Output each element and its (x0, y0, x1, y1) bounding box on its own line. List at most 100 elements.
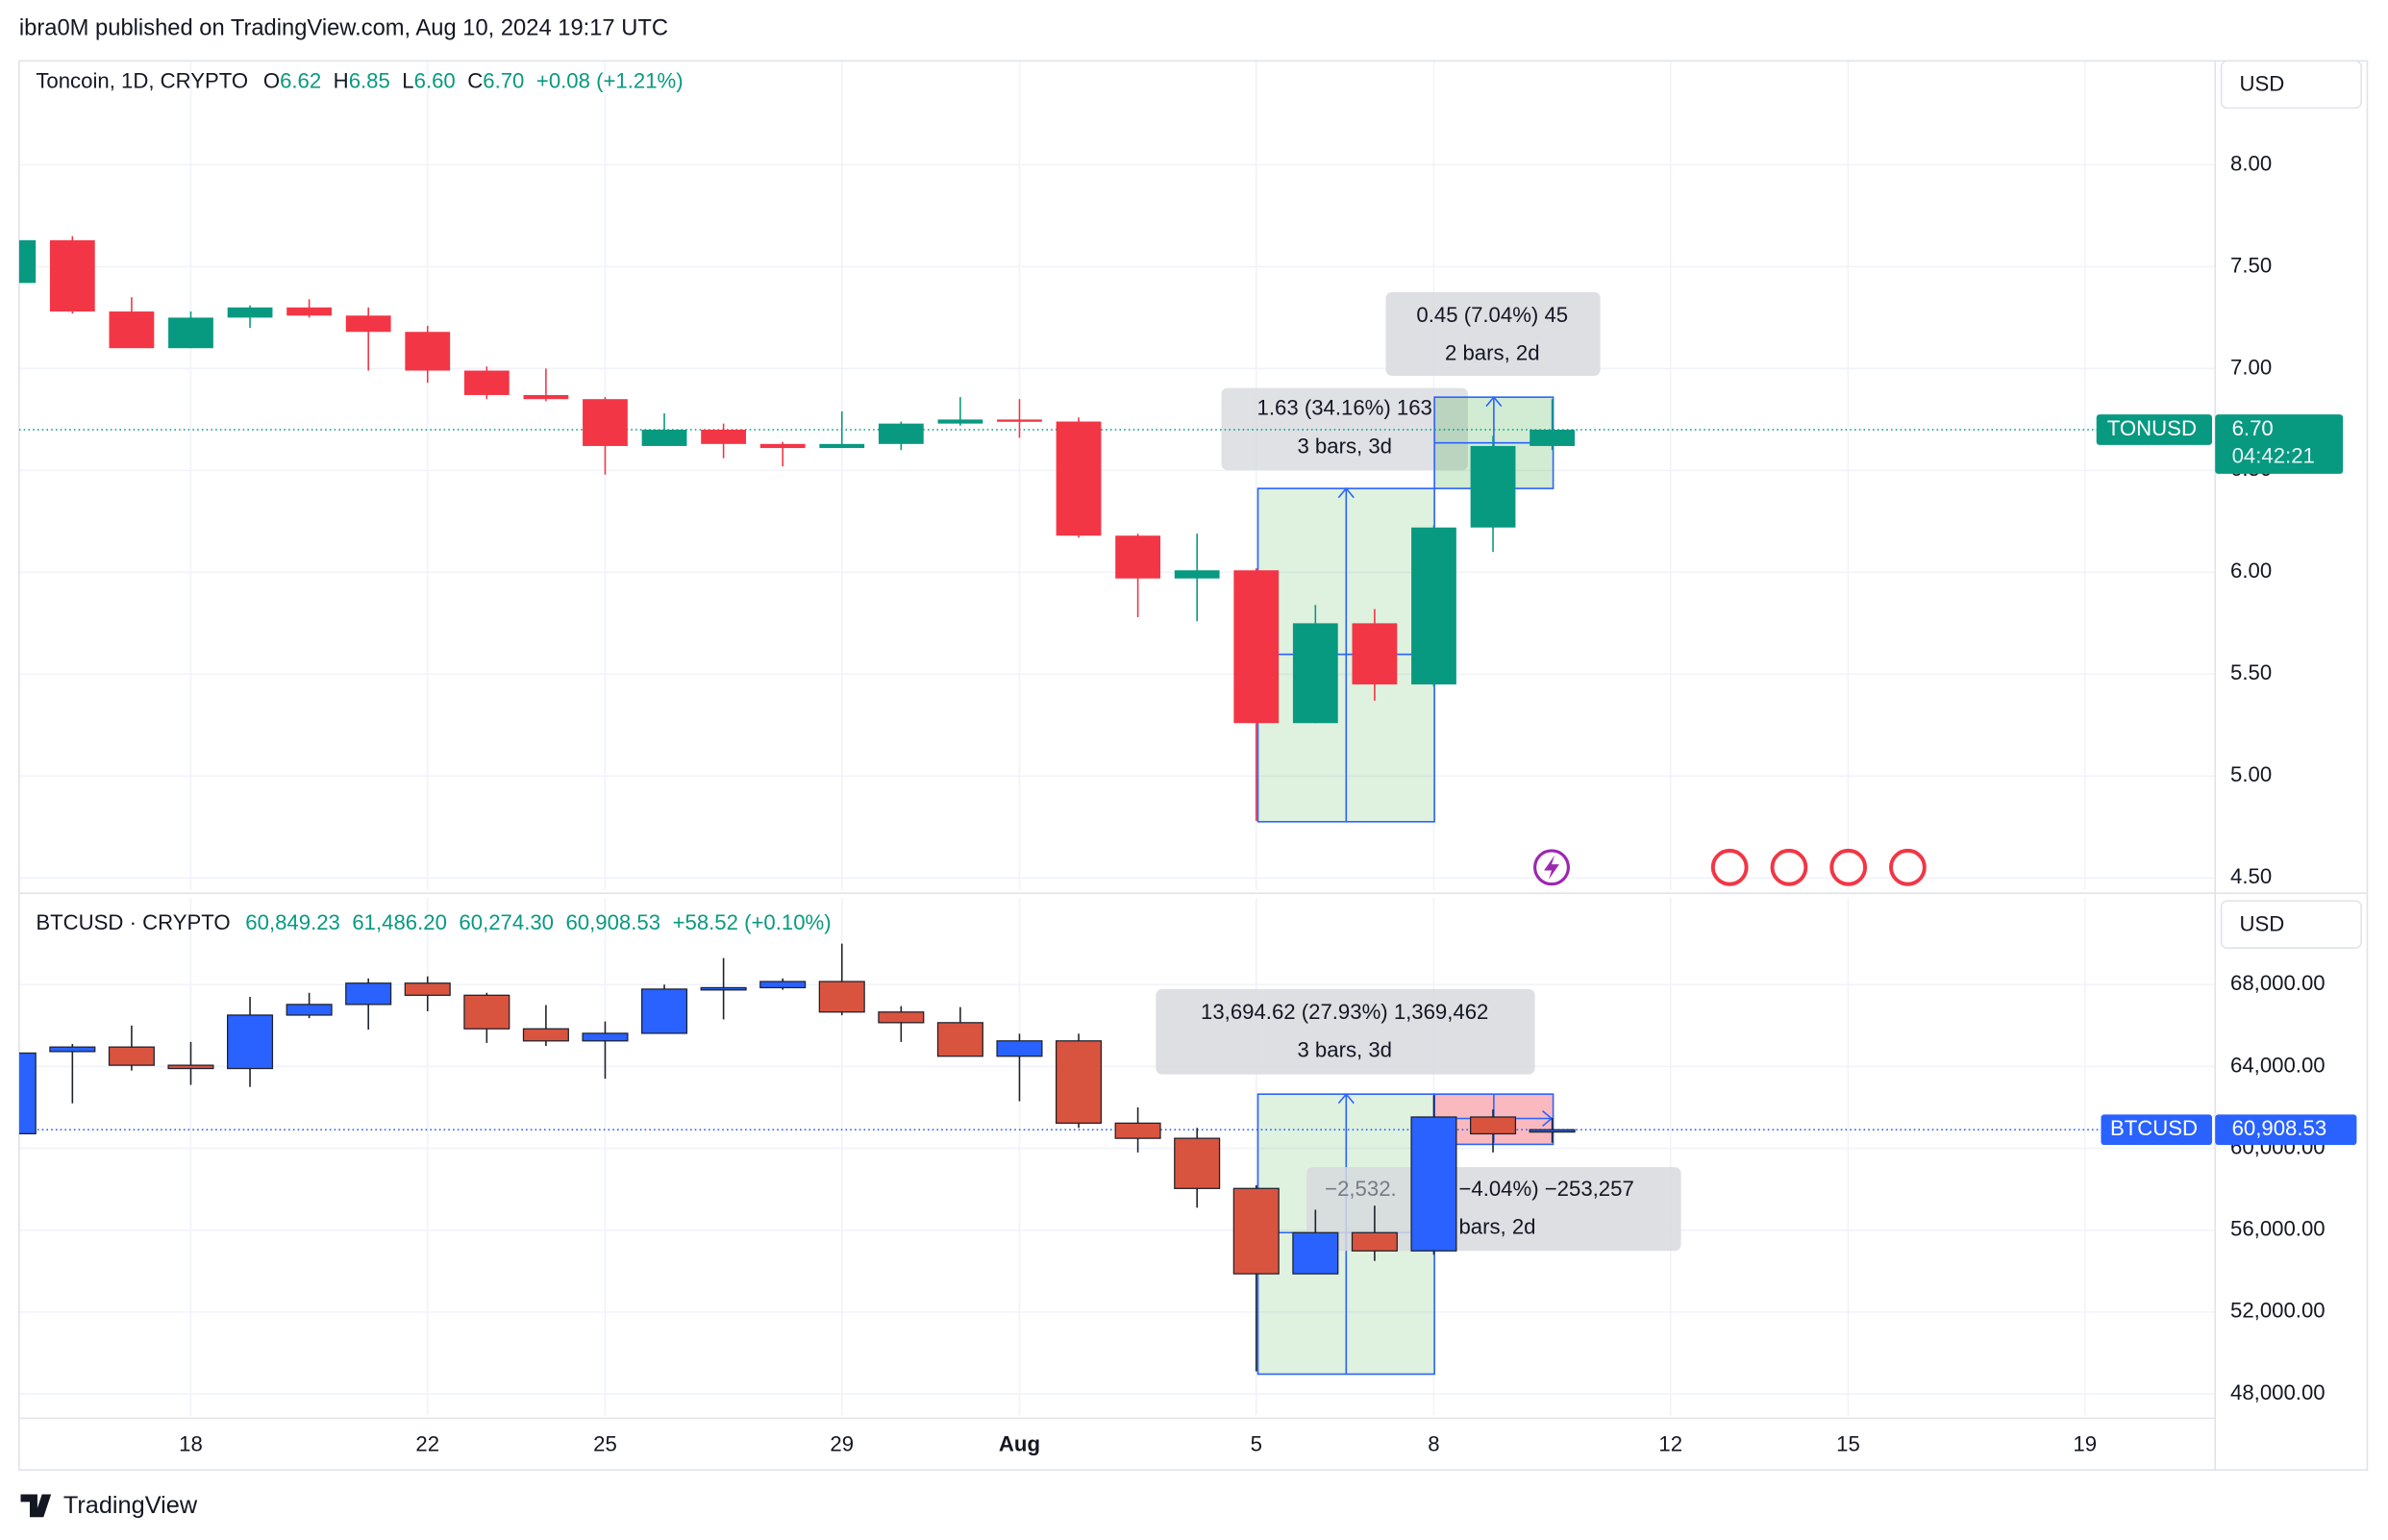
x-tick-label: 29 (830, 1432, 854, 1456)
measure-label-box (1306, 1167, 1681, 1252)
symbol-info: BTCUSD · CRYPTO (36, 910, 230, 934)
candle-body (1114, 1122, 1161, 1139)
ohlc-key: C (467, 68, 483, 92)
symbol-tag-label: TONUSD (2107, 416, 2197, 440)
y-tick-label: 64,000.00 (2230, 1053, 2326, 1077)
currency-label[interactable]: USD (2240, 911, 2285, 935)
currency-button[interactable] (2220, 900, 2362, 950)
candle-body (1174, 570, 1220, 579)
candle-body (996, 1040, 1043, 1057)
event-icons (1533, 848, 1927, 886)
candle-body (18, 239, 37, 284)
measure-label: −4.04%) −253,257 (1458, 1177, 1633, 1201)
candle-body (819, 443, 865, 449)
candle-body (878, 1011, 925, 1024)
x-tick-label: Aug (999, 1432, 1040, 1456)
candle-body (49, 1046, 96, 1053)
candle-body (522, 1028, 569, 1042)
ohlc-value: 6.60 (414, 68, 456, 92)
candle-body (937, 419, 983, 424)
price-tag (2215, 1114, 2357, 1146)
candle-body (1056, 1040, 1103, 1125)
candle-body (582, 1032, 629, 1042)
candle-body (818, 981, 865, 1013)
candle-body (227, 1014, 274, 1070)
measure-label: 3 bars, 3d (1297, 1038, 1392, 1062)
x-tick-label: 19 (2073, 1432, 2097, 1456)
ohlc-key: O (263, 68, 280, 92)
symbol-tag-label: BTCUSD (2110, 1116, 2198, 1140)
ton-candles (18, 236, 2216, 821)
price-tag (2215, 414, 2344, 474)
candle-body (1410, 1116, 1457, 1252)
grid (18, 61, 2216, 1416)
measure-arrowhead (1485, 395, 1503, 408)
symbol-tag (2096, 414, 2213, 445)
candle-body (1411, 527, 1456, 684)
ton-legend: Toncoin, 1D, CRYPTO O6.62 H6.85 L6.60 C6… (36, 68, 683, 92)
y-tick-label: 5.50 (2230, 660, 2272, 684)
brand-logo (20, 1494, 52, 1518)
measure-label: 2 bars, 2d (1445, 341, 1540, 365)
candle-body (878, 423, 924, 444)
currency-label[interactable]: USD (2240, 72, 2285, 96)
y-tick-label: 4.50 (2230, 864, 2272, 888)
x-tick-label: 15 (1836, 1432, 1860, 1456)
overlay: 18222529Aug581215194.505.005.506.006.507… (179, 151, 2357, 1456)
candle-body (583, 399, 628, 446)
candle-body (404, 982, 451, 996)
candle-body (463, 994, 510, 1030)
candle-body (701, 429, 747, 444)
candle-body (936, 1022, 983, 1057)
y-tick-label: 48,000.00 (2230, 1380, 2326, 1404)
candle-body (1056, 421, 1102, 536)
candle-body (49, 239, 95, 312)
candle-body (1292, 623, 1338, 724)
candle-body (1292, 1231, 1339, 1275)
x-tick-label: 5 (1251, 1432, 1262, 1456)
candle-body (523, 394, 569, 400)
y-tick-label: 8.00 (2230, 151, 2272, 175)
candle-body (109, 311, 155, 349)
countdown-label: 04:42:21 (2232, 443, 2315, 467)
measure-label: 1.63 (34.16%) 163 (1257, 396, 1432, 420)
candle-body (1351, 1231, 1398, 1252)
measure-label: 3 bars, 3d (1297, 434, 1392, 458)
y-tick-label: 52,000.00 (2230, 1299, 2326, 1323)
x-tick-label: 18 (179, 1432, 203, 1456)
candle-body (759, 981, 807, 989)
measure-arrowhead (1337, 1092, 1355, 1105)
symbol-info: Toncoin, 1D, CRYPTO (36, 68, 248, 92)
price-tag-label: 6.70 (2232, 416, 2274, 440)
candle-body (1470, 445, 1516, 528)
candle-body (1530, 429, 1576, 446)
x-tick-label: 22 (415, 1432, 439, 1456)
candle-body (463, 370, 510, 395)
ohlc-value: 60,274.30 (459, 910, 554, 934)
flag-icons (1710, 848, 1927, 886)
measure-label: −2,532. (1325, 1177, 1397, 1201)
ohlc-value: 6.62 (280, 68, 321, 92)
candle-body (18, 1052, 37, 1134)
ohlc-value: 6.70 (483, 68, 524, 92)
measure-arrowhead (1337, 486, 1355, 499)
ohlc-value: 61,486.20 (352, 910, 447, 934)
measure-label: bars, 2d (1458, 1214, 1535, 1238)
candle-body (286, 1004, 333, 1016)
measure-label-box (1156, 988, 1535, 1075)
x-tick-label: 8 (1428, 1432, 1439, 1456)
currency-button[interactable] (2220, 60, 2362, 110)
ohlc-value: 60,908.53 (565, 910, 660, 934)
candle-body (700, 986, 747, 991)
symbol-tag (2101, 1114, 2213, 1146)
x-tick-label: 12 (1658, 1432, 1682, 1456)
candle-body (286, 307, 333, 316)
measure-label-box (1385, 291, 1601, 377)
candle-body (405, 332, 451, 371)
candle-body (345, 982, 392, 1006)
candle-body (1115, 535, 1161, 579)
event-icon (1544, 855, 1559, 880)
price-tag-label: 60,908.53 (2232, 1116, 2327, 1140)
chart-frame (18, 60, 2369, 1471)
ohlc-key: H (334, 68, 349, 92)
